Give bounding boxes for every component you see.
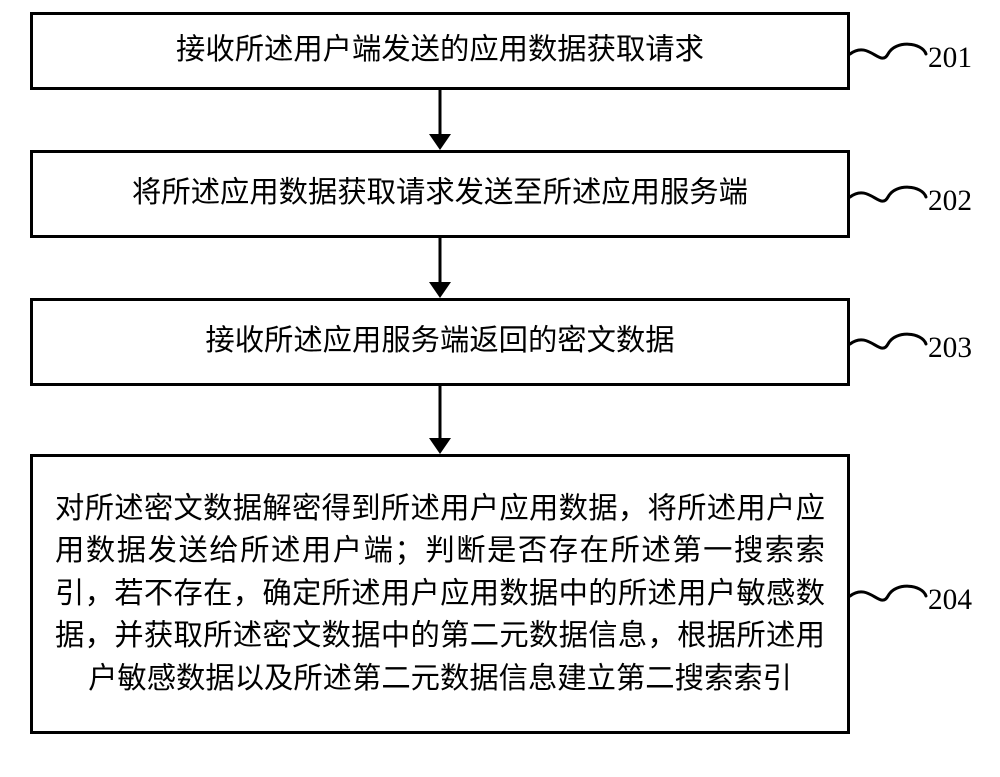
flowchart-node-2-text: 将所述应用数据获取请求发送至所述应用服务端 (33, 173, 847, 214)
step-label-201: 201 (928, 42, 972, 75)
flowchart-node-3: 接收所述应用服务端返回的密文数据 (30, 298, 850, 386)
flowchart-node-1-text: 接收所述用户端发送的应用数据获取请求 (33, 30, 847, 71)
flowchart-node-4-text: 对所述密文数据解密得到所述用户应用数据，将所述用户应用数据发送给所述用户端；判断… (33, 470, 847, 719)
step-label-202: 202 (928, 185, 972, 218)
step-label-204: 204 (928, 584, 972, 617)
flowchart-node-1: 接收所述用户端发送的应用数据获取请求 (30, 12, 850, 90)
flowchart-canvas: 接收所述用户端发送的应用数据获取请求 将所述应用数据获取请求发送至所述应用服务端… (0, 0, 1000, 777)
step-label-203: 203 (928, 332, 972, 365)
flowchart-node-3-text: 接收所述应用服务端返回的密文数据 (33, 321, 847, 362)
flowchart-node-2: 将所述应用数据获取请求发送至所述应用服务端 (30, 150, 850, 238)
flowchart-node-4: 对所述密文数据解密得到所述用户应用数据，将所述用户应用数据发送给所述用户端；判断… (30, 454, 850, 734)
